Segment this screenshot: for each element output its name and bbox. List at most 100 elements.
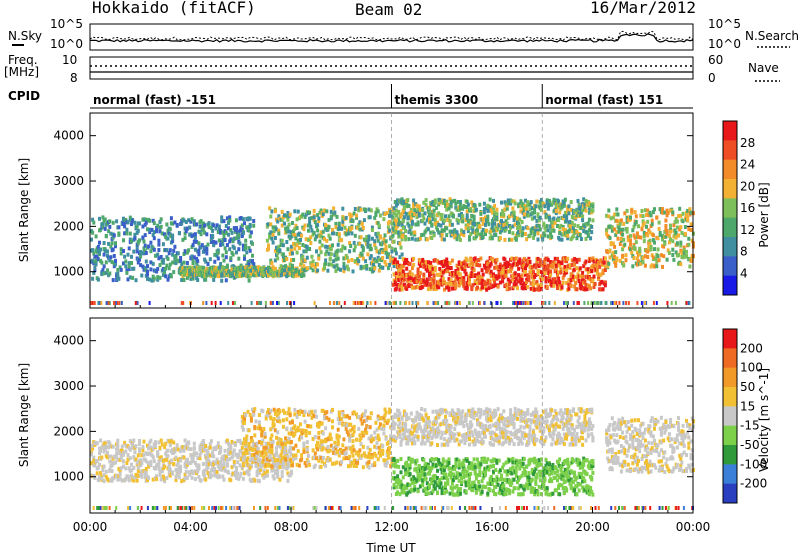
echo-cell bbox=[293, 432, 297, 436]
echo-cell bbox=[249, 230, 253, 235]
echo-cell bbox=[402, 277, 406, 282]
echo-cell bbox=[135, 460, 139, 465]
echo-cell bbox=[368, 267, 372, 272]
echo-cell bbox=[525, 258, 529, 263]
echo-cell bbox=[149, 438, 153, 443]
echo-cell bbox=[130, 239, 133, 244]
echo-cell bbox=[454, 201, 458, 206]
echo-cell bbox=[136, 473, 140, 478]
echo-cell bbox=[214, 226, 218, 231]
echo-cell bbox=[272, 301, 274, 305]
echo-cell bbox=[331, 243, 334, 248]
echo-cell bbox=[156, 267, 160, 271]
echo-cell bbox=[421, 213, 425, 218]
echo-cell bbox=[529, 286, 533, 291]
echo-cell bbox=[573, 257, 577, 262]
echo-cell bbox=[447, 214, 451, 219]
echo-cell bbox=[343, 225, 347, 230]
echo-cell bbox=[454, 285, 458, 290]
echo-cell bbox=[291, 266, 294, 271]
echo-cell bbox=[155, 269, 159, 274]
echo-cell bbox=[124, 264, 128, 269]
echo-cell bbox=[239, 441, 243, 446]
echo-cell bbox=[245, 450, 249, 455]
echo-cell bbox=[678, 227, 682, 232]
echo-cell bbox=[319, 230, 323, 235]
echo-cell bbox=[122, 261, 125, 266]
echo-cell bbox=[556, 273, 559, 278]
echo-cell bbox=[528, 233, 532, 238]
echo-cell bbox=[107, 241, 111, 246]
echo-cell bbox=[429, 220, 433, 225]
echo-cell bbox=[302, 413, 306, 417]
echo-cell bbox=[273, 471, 277, 476]
echo-cell bbox=[100, 270, 104, 275]
echo-cell bbox=[308, 247, 312, 251]
echo-cell bbox=[295, 250, 299, 255]
echo-cell bbox=[151, 261, 155, 266]
echo-cell bbox=[278, 248, 282, 253]
echo-cell bbox=[457, 218, 461, 223]
echo-cell bbox=[378, 265, 382, 269]
echo-cell bbox=[535, 260, 539, 265]
echo-cell bbox=[173, 244, 177, 249]
echo-cell bbox=[428, 213, 431, 218]
echo-cell bbox=[562, 201, 566, 206]
echo-cell bbox=[374, 301, 377, 305]
echo-cell bbox=[677, 233, 680, 238]
echo-cell bbox=[544, 267, 548, 272]
echo-cell bbox=[118, 476, 122, 481]
echo-cell bbox=[417, 213, 421, 218]
echo-cell bbox=[273, 453, 277, 457]
echo-cell bbox=[618, 301, 621, 305]
echo-cell bbox=[599, 258, 603, 263]
echo-cell bbox=[269, 436, 273, 441]
echo-cell bbox=[600, 301, 603, 305]
echo-cell bbox=[611, 301, 614, 305]
echo-cell bbox=[185, 261, 189, 265]
echo-cell bbox=[267, 222, 270, 227]
echo-cell bbox=[293, 407, 297, 412]
echo-cell bbox=[135, 224, 139, 229]
echo-cell bbox=[366, 301, 369, 305]
echo-cell bbox=[472, 217, 476, 222]
echo-cell bbox=[277, 214, 281, 219]
echo-cell bbox=[405, 286, 409, 291]
echo-cell bbox=[280, 449, 284, 454]
echo-cell bbox=[143, 266, 147, 271]
echo-cell bbox=[654, 256, 658, 261]
echo-cell bbox=[305, 440, 309, 445]
echo-cell bbox=[418, 271, 422, 276]
echo-cell bbox=[421, 208, 425, 213]
echo-cell bbox=[317, 219, 321, 223]
echo-cell bbox=[98, 475, 101, 480]
echo-cell bbox=[122, 221, 125, 226]
echo-cell bbox=[273, 468, 277, 473]
echo-cell bbox=[168, 443, 172, 448]
echo-cell bbox=[190, 271, 194, 276]
echo-cell bbox=[376, 221, 380, 226]
echo-cell bbox=[154, 466, 157, 471]
echo-cell bbox=[380, 258, 384, 263]
echo-cell bbox=[99, 227, 103, 232]
echo-cell bbox=[182, 455, 186, 460]
echo-cell bbox=[233, 473, 237, 478]
echo-cell bbox=[254, 419, 258, 424]
echo-cell bbox=[341, 206, 345, 211]
echo-cell bbox=[273, 236, 277, 240]
echo-cell bbox=[543, 233, 547, 238]
echo-cell bbox=[311, 263, 315, 268]
echo-cell bbox=[167, 251, 171, 256]
echo-cell bbox=[465, 213, 469, 218]
echo-cell bbox=[119, 267, 123, 272]
echo-cell bbox=[613, 254, 617, 259]
echo-cell bbox=[271, 467, 275, 472]
echo-cell bbox=[576, 209, 580, 214]
echo-cell bbox=[304, 429, 308, 433]
echo-cell bbox=[171, 233, 175, 238]
echo-cell bbox=[237, 256, 241, 261]
echo-cell bbox=[551, 260, 555, 265]
echo-cell bbox=[231, 273, 235, 278]
echo-cell bbox=[219, 449, 223, 454]
echo-cell bbox=[446, 269, 450, 274]
